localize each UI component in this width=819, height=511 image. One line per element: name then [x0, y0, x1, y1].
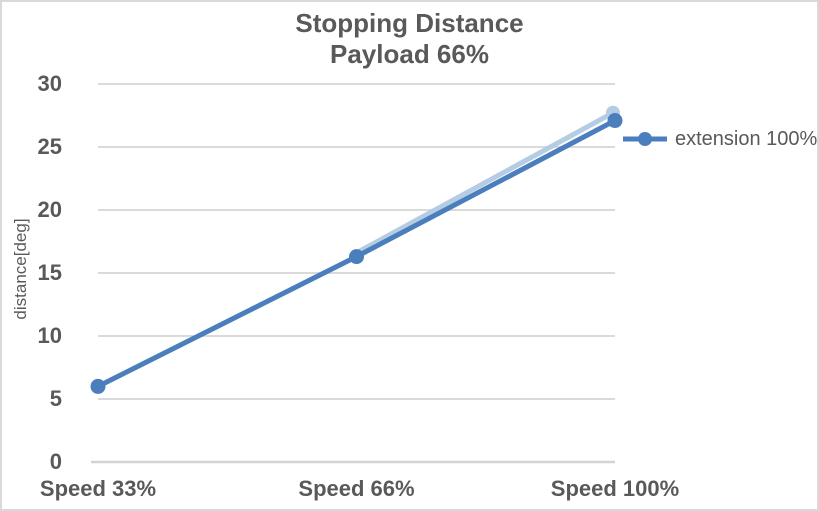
data-point-marker	[607, 113, 623, 129]
y-tick-label: 15	[37, 260, 62, 285]
x-axis-category-label: Speed 33%	[39, 476, 157, 501]
legend-label: extension 100%	[675, 127, 818, 150]
legend-dot-icon	[638, 132, 652, 146]
legend: extension 100%	[622, 125, 817, 153]
y-tick-label: 30	[37, 71, 62, 96]
y-tick-label: 20	[37, 197, 62, 222]
chart-title: Stopping Distance Payload 66%	[2, 8, 817, 70]
data-point-marker	[90, 378, 106, 394]
y-tick-label: 5	[49, 386, 62, 411]
data-point-marker	[349, 249, 364, 265]
x-axis-category-label: Speed 66%	[298, 476, 415, 501]
chart-title-line1: Stopping Distance	[295, 8, 524, 38]
ghost-line	[354, 109, 618, 256]
y-tick-label: 25	[37, 134, 62, 159]
legend-line-marker-icon	[623, 132, 667, 146]
y-tick-label: 10	[37, 323, 62, 348]
y-tick-label: 0	[49, 449, 62, 474]
chart-title-line2: Payload 66%	[330, 39, 489, 69]
x-axis-category-label: Speed 100%	[550, 476, 680, 501]
